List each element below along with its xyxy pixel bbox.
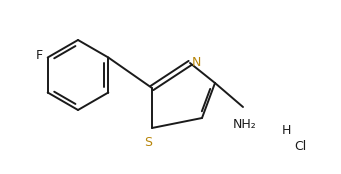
Text: Cl: Cl <box>294 140 306 152</box>
Text: NH₂: NH₂ <box>233 118 257 131</box>
Text: S: S <box>144 136 152 149</box>
Text: N: N <box>192 56 202 69</box>
Text: H: H <box>281 124 291 136</box>
Text: F: F <box>35 49 43 62</box>
